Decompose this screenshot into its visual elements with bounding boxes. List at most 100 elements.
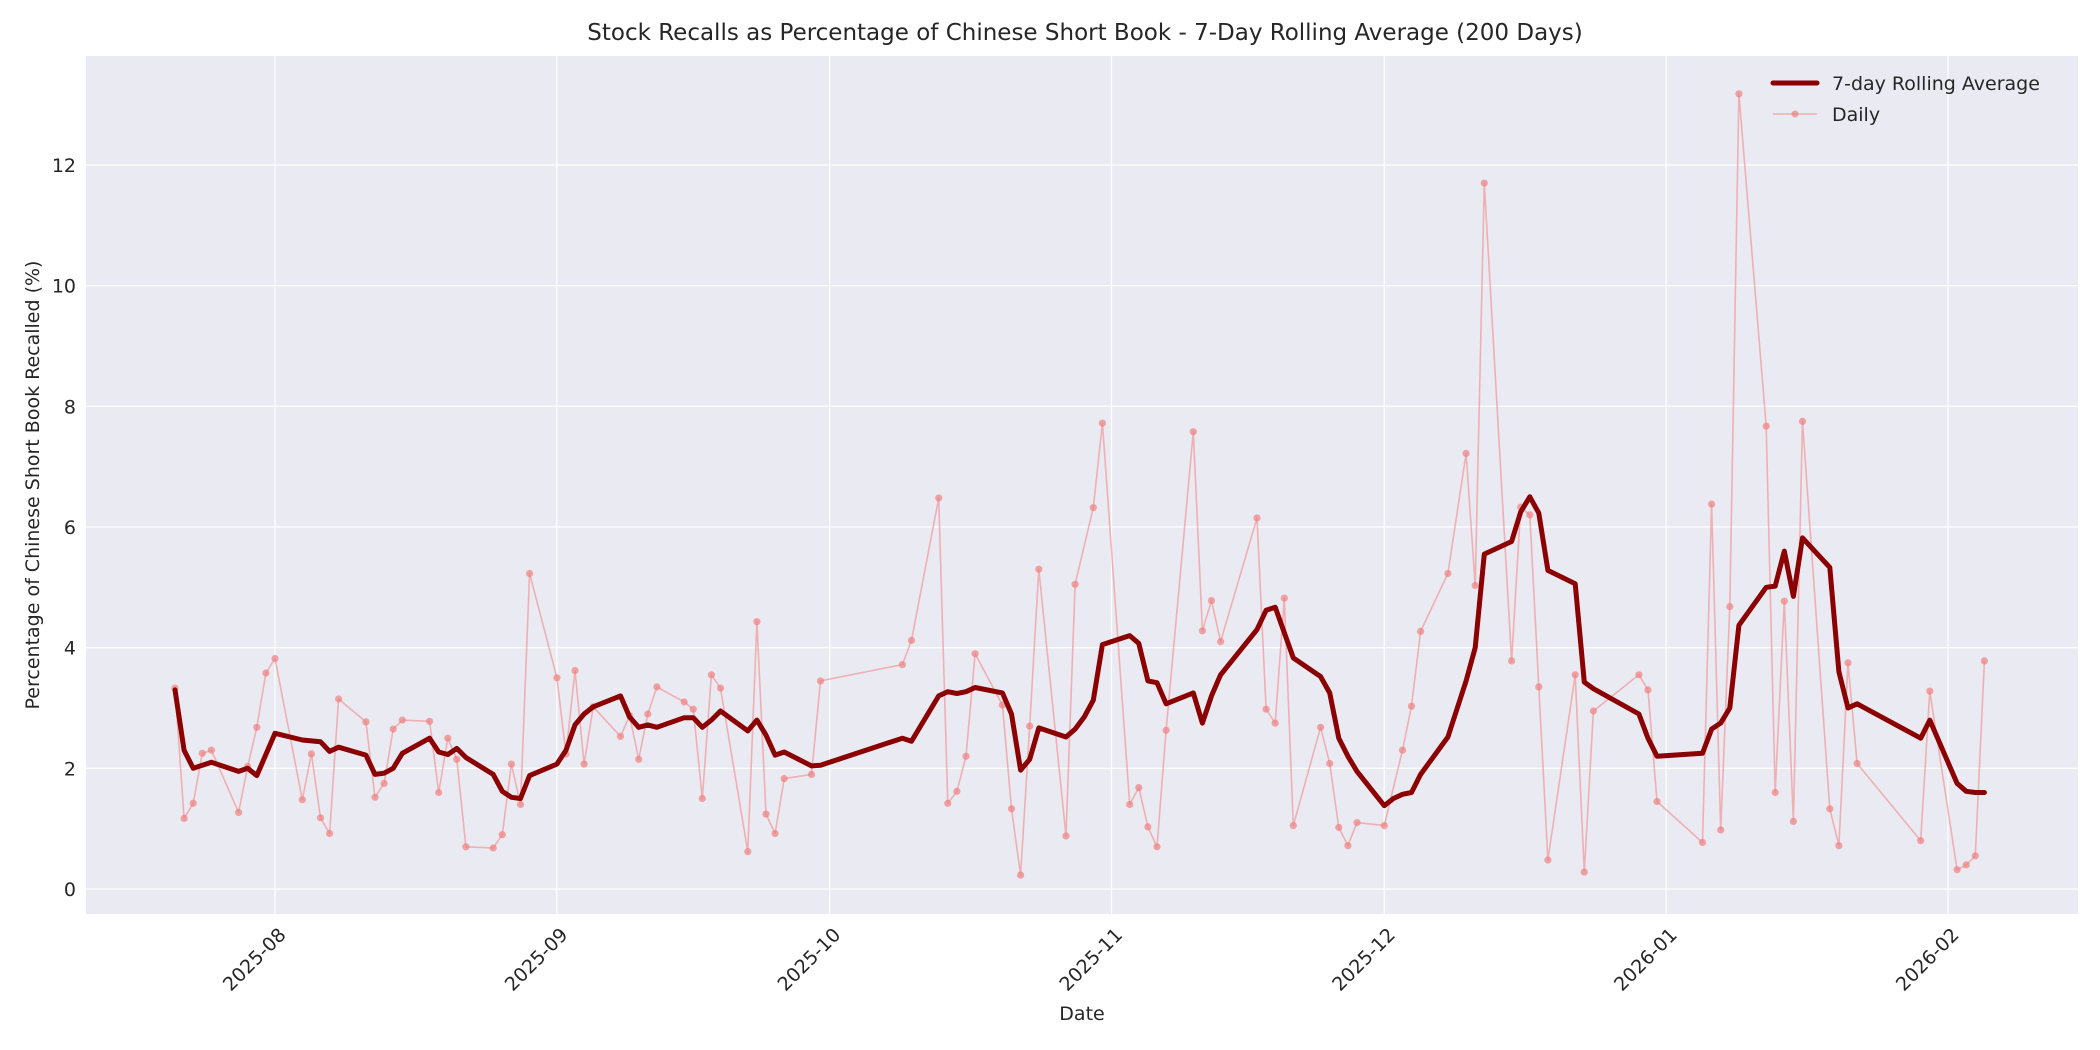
- daily-point: [1508, 657, 1516, 665]
- daily-point: [316, 814, 325, 822]
- legend-daily-marker-icon: [1791, 110, 1799, 118]
- x-tick-label: 2026-01: [1610, 924, 1682, 996]
- daily-point: [653, 683, 661, 691]
- daily-point: [907, 636, 916, 645]
- daily-point: [771, 829, 779, 838]
- daily-point: [1717, 826, 1725, 834]
- daily-point: [1480, 179, 1488, 187]
- daily-line: [174, 93, 1986, 876]
- daily-point: [1780, 597, 1788, 605]
- daily-point: [253, 723, 261, 731]
- daily-point: [1653, 797, 1661, 806]
- daily-point: [962, 752, 970, 760]
- daily-point: [1062, 832, 1070, 840]
- daily-point: [198, 749, 206, 757]
- x-tick-label: 2025-08: [219, 924, 291, 996]
- daily-point: [453, 755, 461, 763]
- y-axis-ticks: 0 2 4 6 8 10 12: [52, 155, 76, 901]
- daily-point: [553, 674, 561, 682]
- x-tick-label: 2025-11: [1055, 924, 1127, 996]
- daily-point: [644, 710, 652, 718]
- y-tick-label: 6: [64, 517, 76, 539]
- daily-point: [1317, 723, 1325, 731]
- daily-point: [780, 775, 788, 783]
- daily-point: [380, 779, 388, 788]
- daily-point: [680, 698, 688, 706]
- rolling-average-line: [172, 494, 1987, 809]
- daily-point: [235, 808, 243, 817]
- daily-point: [1098, 419, 1106, 427]
- daily-point: [1544, 856, 1552, 864]
- daily-point: [971, 650, 979, 658]
- daily-point: [426, 717, 434, 725]
- daily-point: [816, 677, 825, 685]
- plot-area: [86, 56, 2078, 914]
- daily-point: [1962, 861, 1970, 869]
- daily-point: [498, 831, 506, 839]
- chart-title: Stock Recalls as Percentage of Chinese S…: [587, 20, 1583, 46]
- x-axis-ticks: 2025-08 2025-09 2025-10 2025-11 2025-12 2026-…: [219, 924, 1964, 996]
- daily-point: [1380, 822, 1388, 830]
- y-tick-label: 10: [52, 276, 76, 298]
- daily-point: [1798, 417, 1807, 425]
- x-axis-label: Date: [1059, 1003, 1105, 1025]
- daily-point: [1135, 784, 1143, 792]
- daily-point: [1271, 719, 1279, 727]
- daily-point: [580, 760, 588, 768]
- daily-point: [262, 669, 270, 677]
- daily-point: [389, 725, 397, 733]
- daily-point: [1698, 838, 1707, 847]
- daily-point: [1289, 822, 1297, 830]
- daily-point: [1526, 511, 1534, 519]
- y-tick-label: 8: [64, 396, 76, 418]
- daily-point: [716, 684, 725, 692]
- daily-point: [1917, 837, 1925, 845]
- daily-point: [507, 760, 515, 768]
- daily-point: [898, 661, 907, 669]
- daily-point: [1407, 702, 1416, 710]
- daily-point: [1417, 627, 1425, 636]
- daily-point: [762, 810, 770, 818]
- daily-point: [1353, 819, 1361, 827]
- daily-point: [298, 796, 306, 804]
- daily-point: [1471, 581, 1479, 590]
- y-tick-label: 12: [52, 155, 76, 177]
- daily-point: [207, 746, 215, 754]
- legend: 7-day Rolling Average Daily: [1770, 73, 2040, 126]
- daily-point: [1844, 659, 1852, 667]
- rolling-average-series: [172, 494, 1987, 809]
- x-tick-label: 2025-09: [501, 924, 573, 996]
- daily-point: [1035, 565, 1043, 573]
- daily-point: [1026, 722, 1034, 730]
- daily-point: [616, 732, 625, 741]
- daily-point: [1162, 726, 1170, 734]
- daily-point: [398, 716, 406, 724]
- daily-point: [1344, 842, 1352, 850]
- daily-point: [744, 848, 752, 856]
- daily-point: [953, 787, 961, 795]
- daily-point: [1126, 800, 1134, 809]
- daily-point: [189, 799, 197, 807]
- x-tick-label: 2025-12: [1328, 924, 1400, 996]
- daily-point: [362, 718, 370, 726]
- daily-point: [1571, 671, 1579, 679]
- daily-point: [180, 814, 188, 823]
- daily-point: [1198, 627, 1206, 635]
- daily-point: [371, 793, 379, 801]
- daily-point: [1708, 500, 1716, 508]
- daily-point: [307, 750, 315, 758]
- daily-point: [444, 734, 452, 742]
- legend-daily-label: Daily: [1832, 104, 1880, 126]
- daily-point: [698, 794, 706, 803]
- daily-point: [1017, 871, 1025, 879]
- daily-point: [1971, 852, 1979, 860]
- daily-point: [1189, 428, 1197, 436]
- daily-point: [526, 569, 534, 578]
- daily-point: [807, 770, 816, 779]
- legend-rolling-label: 7-day Rolling Average: [1832, 73, 2040, 95]
- daily-point: [753, 618, 761, 626]
- daily-point: [1326, 759, 1334, 768]
- x-tick-label: 2026-02: [1892, 924, 1964, 996]
- daily-point: [1007, 805, 1016, 813]
- daily-point: [1644, 686, 1652, 694]
